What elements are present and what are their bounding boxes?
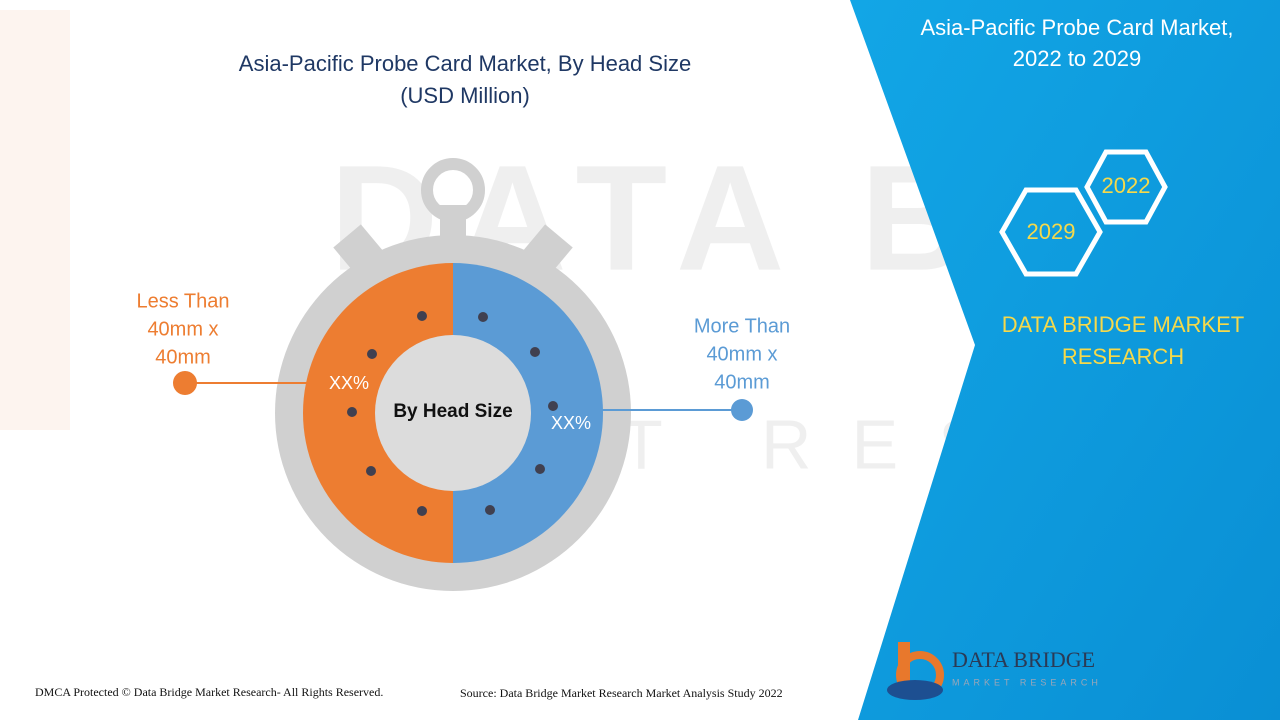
stopwatch-button <box>523 224 573 274</box>
brand-text: DATA BRIDGE MARKET <box>1002 312 1244 337</box>
side-panel <box>850 0 1280 720</box>
brand-text: RESEARCH <box>1062 344 1184 369</box>
stopwatch: By Head Size XX% XX% <box>275 158 631 591</box>
segment-value: XX% <box>551 413 591 433</box>
chart-subtitle: (USD Million) <box>400 83 530 108</box>
logo-name: DATA BRIDGE <box>952 647 1095 672</box>
dial-dots <box>347 311 558 516</box>
segment-label: 40mm x <box>147 318 218 340</box>
footer-copyright: DMCA Protected © Data Bridge Market Rese… <box>35 685 383 699</box>
logo-tagline: MARKET RESEARCH <box>952 677 1102 687</box>
footer-source: Source: Data Bridge Market Research Mark… <box>460 686 783 700</box>
logo-mark <box>887 680 943 700</box>
panel-title: 2022 to 2029 <box>1013 46 1141 71</box>
hexagon <box>999 187 1103 277</box>
segment-label: 40mm <box>714 371 770 393</box>
segment-label: Less Than <box>136 290 229 312</box>
hexagon <box>1084 149 1168 225</box>
callout-dot <box>731 399 753 421</box>
segment-value: XX% <box>329 373 369 393</box>
segment-label: 40mm <box>155 346 211 368</box>
chart-title: Asia-Pacific Probe Card Market, By Head … <box>239 51 691 76</box>
segment-label: More Than <box>694 315 790 337</box>
callout-dot <box>173 371 197 395</box>
logo: DATA BRIDGE MARKET RESEARCH <box>887 642 1102 700</box>
center-label: By Head Size <box>393 401 512 422</box>
stopwatch-button <box>333 224 383 274</box>
year-label: 2029 <box>1027 219 1076 244</box>
segment-label: 40mm x <box>706 343 777 365</box>
year-label: 2022 <box>1102 173 1151 198</box>
panel-title: Asia-Pacific Probe Card Market, <box>921 15 1234 40</box>
center-circle <box>375 335 531 491</box>
